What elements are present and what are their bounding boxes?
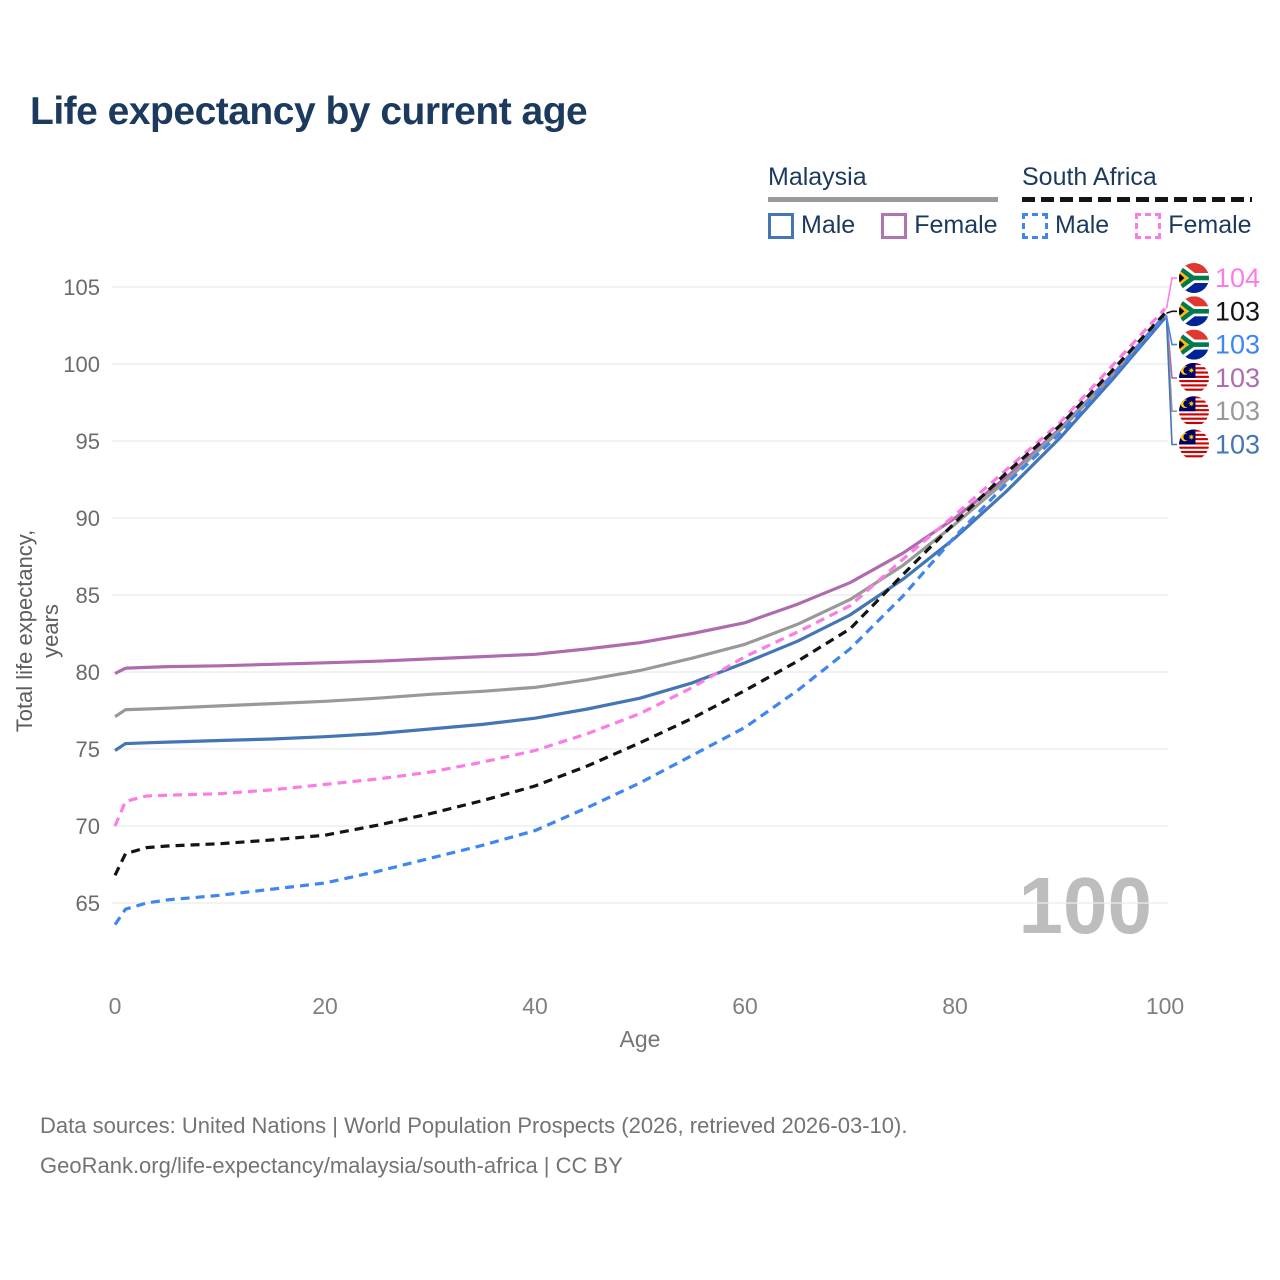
legend-item-malaysia-male[interactable]: Male: [768, 211, 855, 240]
gridlines: [112, 286, 1168, 904]
x-tick-label-0: 0: [109, 993, 122, 1019]
y-tick-label-90: 90: [76, 506, 100, 531]
data-series: [113, 307, 1167, 926]
malaysia-flag-icon: [1179, 396, 1209, 426]
page-title: Life expectancy by current age: [30, 90, 588, 133]
data-source-note: Data sources: United Nations | World Pop…: [40, 1106, 907, 1186]
end-value-label-malaysia-male: 103: [1215, 430, 1260, 460]
age-watermark: 100: [1018, 861, 1152, 950]
axis-tick-labels: 65 70 75 80 85 90 95 100 105 0 20 40 60 80 100: [63, 275, 1184, 1019]
x-axis-title: Age: [619, 1026, 661, 1052]
legend-label: Female: [1168, 211, 1252, 239]
series-line-malaysia-female[interactable]: [114, 313, 1167, 675]
end-value-label-malaysia: 103: [1215, 396, 1260, 426]
series-line-malaysia[interactable]: [114, 315, 1167, 719]
south-africa-line-style-swatch: [1022, 197, 1252, 202]
legend-country-malaysia: Malaysia: [768, 163, 867, 191]
y-tick-label-105: 105: [63, 275, 100, 300]
legend-label: Male: [1055, 211, 1110, 239]
x-tick-label-100: 100: [1146, 993, 1184, 1019]
south-africa-flag-icon: [1175, 263, 1210, 293]
footer-line-1: Data sources: United Nations | World Pop…: [40, 1113, 908, 1138]
y-tick-label-80: 80: [76, 660, 100, 685]
south-africa-flag-icon: [1175, 296, 1210, 326]
end-label-connector: [1165, 316, 1177, 346]
end-value-label-south-africa-female: 104: [1215, 263, 1260, 293]
malaysia-female-swatch-icon: [881, 212, 908, 239]
legend-label: Male: [801, 211, 856, 239]
footer-line-2: GeoRank.org/life-expectancy/malaysia/sou…: [40, 1153, 623, 1179]
y-tick-label-70: 70: [76, 814, 100, 839]
south-africa-female-swatch-icon: [1135, 212, 1162, 239]
end-label-connector: [1166, 310, 1177, 314]
legend-item-south-africa-female[interactable]: Female: [1135, 211, 1252, 240]
legend-item-south-africa-male[interactable]: Male: [1022, 211, 1109, 240]
end-value-label-malaysia-female: 103: [1215, 363, 1260, 393]
legend-label: Female: [914, 211, 998, 239]
y-tick-label-85: 85: [76, 583, 100, 608]
malaysia-flag-icon: [1179, 363, 1209, 393]
x-tick-label-60: 60: [732, 993, 758, 1019]
y-tick-label-100: 100: [63, 352, 100, 377]
south-africa-flag-icon: [1175, 330, 1210, 360]
y-tick-label-95: 95: [76, 429, 100, 454]
end-value-label-south-africa: 103: [1215, 296, 1260, 326]
end-value-label-south-africa-male: 103: [1215, 330, 1260, 360]
series-line-south-africa[interactable]: [113, 312, 1167, 876]
x-tick-label-20: 20: [312, 993, 338, 1019]
y-tick-label-65: 65: [76, 891, 100, 916]
legend-item-malaysia-female[interactable]: Female: [881, 211, 998, 240]
series-line-malaysia-male[interactable]: [114, 316, 1167, 752]
series-line-south-africa-female[interactable]: [113, 307, 1167, 827]
malaysia-male-swatch-icon: [768, 212, 794, 239]
series-line-south-africa-male[interactable]: [113, 315, 1167, 926]
x-tick-label-80: 80: [942, 993, 968, 1019]
legend-group-south-africa: South Africa Male Female: [1022, 163, 1252, 240]
end-label-connector: [1165, 317, 1177, 446]
malaysia-line-style-swatch: [768, 197, 998, 202]
x-tick-label-40: 40: [522, 993, 548, 1019]
malaysia-flag-icon: [1179, 430, 1209, 460]
legend-country-south-africa: South Africa: [1022, 163, 1157, 191]
y-tick-label-75: 75: [76, 737, 100, 762]
legend-group-malaysia: Malaysia Male Female: [768, 163, 998, 240]
end-label-connector: [1165, 277, 1177, 309]
south-africa-male-swatch-icon: [1022, 212, 1048, 239]
